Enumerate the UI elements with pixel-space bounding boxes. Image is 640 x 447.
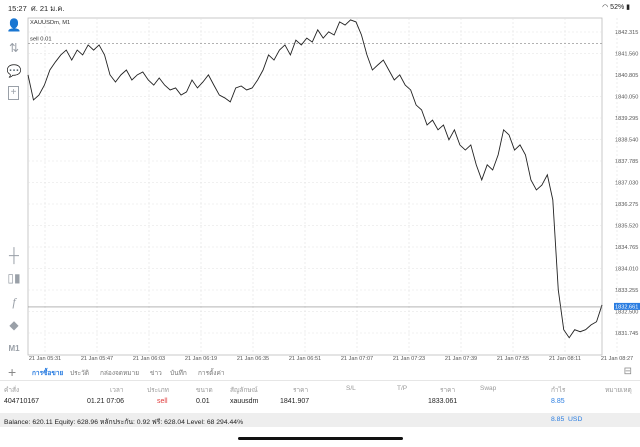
tab-settings[interactable]: การตั้งค่า [198, 370, 225, 377]
indicator-icon[interactable]: f [12, 295, 16, 309]
header-time: เวลา [110, 387, 124, 394]
x-tick-label: 21 Jan 06:51 [289, 356, 321, 362]
x-tick-label: 21 Jan 08:27 [601, 356, 633, 362]
header-tp: T/P [397, 385, 408, 392]
home-indicator [238, 437, 403, 440]
x-tick-label: 21 Jan 05:47 [81, 356, 113, 362]
order-time: 01.21 07:06 [87, 398, 124, 405]
header-price: ราคา [293, 387, 309, 394]
battery-indicator: ◠ 52% ▮ [602, 4, 630, 11]
status-time: 15:27 ศ. 21 ม.ค. [8, 4, 65, 13]
trade-icon[interactable]: ⇅ [8, 41, 20, 55]
y-tick-label: 1840.050 [615, 95, 638, 101]
balance-summary: Balance: 620.11 Equity: 628.96 หลักประกั… [4, 419, 244, 426]
x-tick-label: 21 Jan 06:03 [133, 356, 165, 362]
y-tick-label: 1832.500 [615, 310, 638, 316]
header-current-price: ราคา [440, 387, 456, 394]
candlestick-icon[interactable]: ▯▮ [7, 271, 21, 285]
price-line [27, 19, 603, 339]
y-tick-label: 1837.030 [615, 181, 638, 187]
price-chart[interactable]: 1842.315 1841.560 1840.805 1840.050 1839.295… [0, 0, 640, 364]
symbol-label: XAUUSDm, M1 [30, 20, 70, 26]
order-open-price: 1841.907 [280, 398, 310, 405]
x-tick-label: 21 Jan 07:39 [445, 356, 477, 362]
status-bar: 15:27 ศ. 21 ม.ค. ◠ 52% ▮ [0, 0, 640, 14]
order-id: 404710167 [4, 398, 40, 405]
current-price-badge [614, 302, 640, 310]
order-type: sell [157, 398, 168, 405]
y-tick-label: 1839.295 [615, 116, 638, 122]
y-tick-label: 1833.255 [615, 288, 638, 294]
new-document-icon[interactable]: + [8, 86, 19, 100]
table-row[interactable]: 404710167 01.21 07:06 sell 0.01 xauusdm … [0, 394, 640, 408]
x-tick-label: 21 Jan 07:07 [341, 356, 373, 362]
add-icon[interactable]: + [8, 364, 17, 380]
x-tick-label: 21 Jan 05:31 [29, 356, 61, 362]
plot-area [27, 17, 603, 356]
header-sl: S/L [346, 385, 356, 392]
table-header: คำสั่ง เวลา ประเภท ขนาด สัญลักษณ์ ราคา S… [0, 381, 640, 395]
x-tick-label: 21 Jan 08:11 [549, 356, 581, 362]
x-tick-label: 21 Jan 07:55 [497, 356, 529, 362]
header-comment: หมายเหตุ [605, 387, 632, 394]
objects-icon[interactable]: ◆ [9, 318, 19, 332]
header-type: ประเภท [147, 387, 169, 394]
account-icon[interactable]: 👤 [6, 18, 22, 32]
header-profit: กำไร [551, 387, 566, 394]
terminal-tabs: + การซื้อขาย ประวัติ กล่องจดหมาย ข่าว บั… [0, 364, 640, 381]
header-order: คำสั่ง [4, 387, 20, 394]
y-tick-label: 1834.010 [615, 267, 638, 273]
order-size: 0.01 [196, 398, 210, 405]
tab-news[interactable]: ข่าว [150, 370, 162, 377]
wifi-icon: ◠ [602, 4, 611, 11]
battery-icon: ▮ [626, 4, 630, 11]
order-profit: 8.85 [551, 398, 565, 405]
header-symbol: สัญลักษณ์ [230, 387, 258, 394]
chart-toolbar: 👤 ⇅ 💬 + ┼ ▯▮ f ◆ M1 [0, 14, 27, 364]
tab-journal[interactable]: บันทึก [170, 370, 187, 377]
y-tick-label: 1831.745 [615, 331, 638, 337]
total-profit: 8.85 USD [551, 416, 583, 423]
y-tick-label: 1841.560 [615, 52, 638, 58]
tab-history[interactable]: ประวัติ [70, 370, 89, 377]
order-current-price: 1833.061 [428, 398, 458, 405]
x-tick-label: 21 Jan 06:35 [237, 356, 269, 362]
x-tick-label: 21 Jan 06:19 [185, 356, 217, 362]
y-tick-label: 1836.275 [615, 202, 638, 208]
y-tick-label: 1834.765 [615, 245, 638, 251]
tab-trade[interactable]: การซื้อขาย [32, 370, 64, 377]
y-tick-label: 1842.315 [615, 30, 638, 36]
y-tick-label: 1837.785 [615, 159, 638, 165]
crosshair-icon[interactable]: ┼ [9, 247, 19, 263]
order-symbol: xauusdm [230, 398, 259, 405]
header-size: ขนาด [196, 387, 213, 394]
header-swap: Swap [480, 385, 497, 392]
y-tick-label: 1840.805 [615, 73, 638, 79]
y-tick-label: 1838.540 [615, 138, 638, 144]
chat-icon[interactable]: 💬 [6, 64, 22, 78]
balance-bar: Balance: 620.11 Equity: 628.96 หลักประกั… [0, 413, 640, 427]
y-tick-label: 1835.520 [615, 224, 638, 230]
layout-icon[interactable]: ⊟ [623, 366, 632, 377]
tab-mailbox[interactable]: กล่องจดหมาย [100, 370, 140, 377]
order-line-label: sell 0.01 [30, 37, 52, 43]
timeframe-button[interactable]: M1 [8, 344, 20, 353]
current-price-label: 1832.661 [615, 304, 638, 310]
x-tick-label: 21 Jan 07:23 [393, 356, 425, 362]
